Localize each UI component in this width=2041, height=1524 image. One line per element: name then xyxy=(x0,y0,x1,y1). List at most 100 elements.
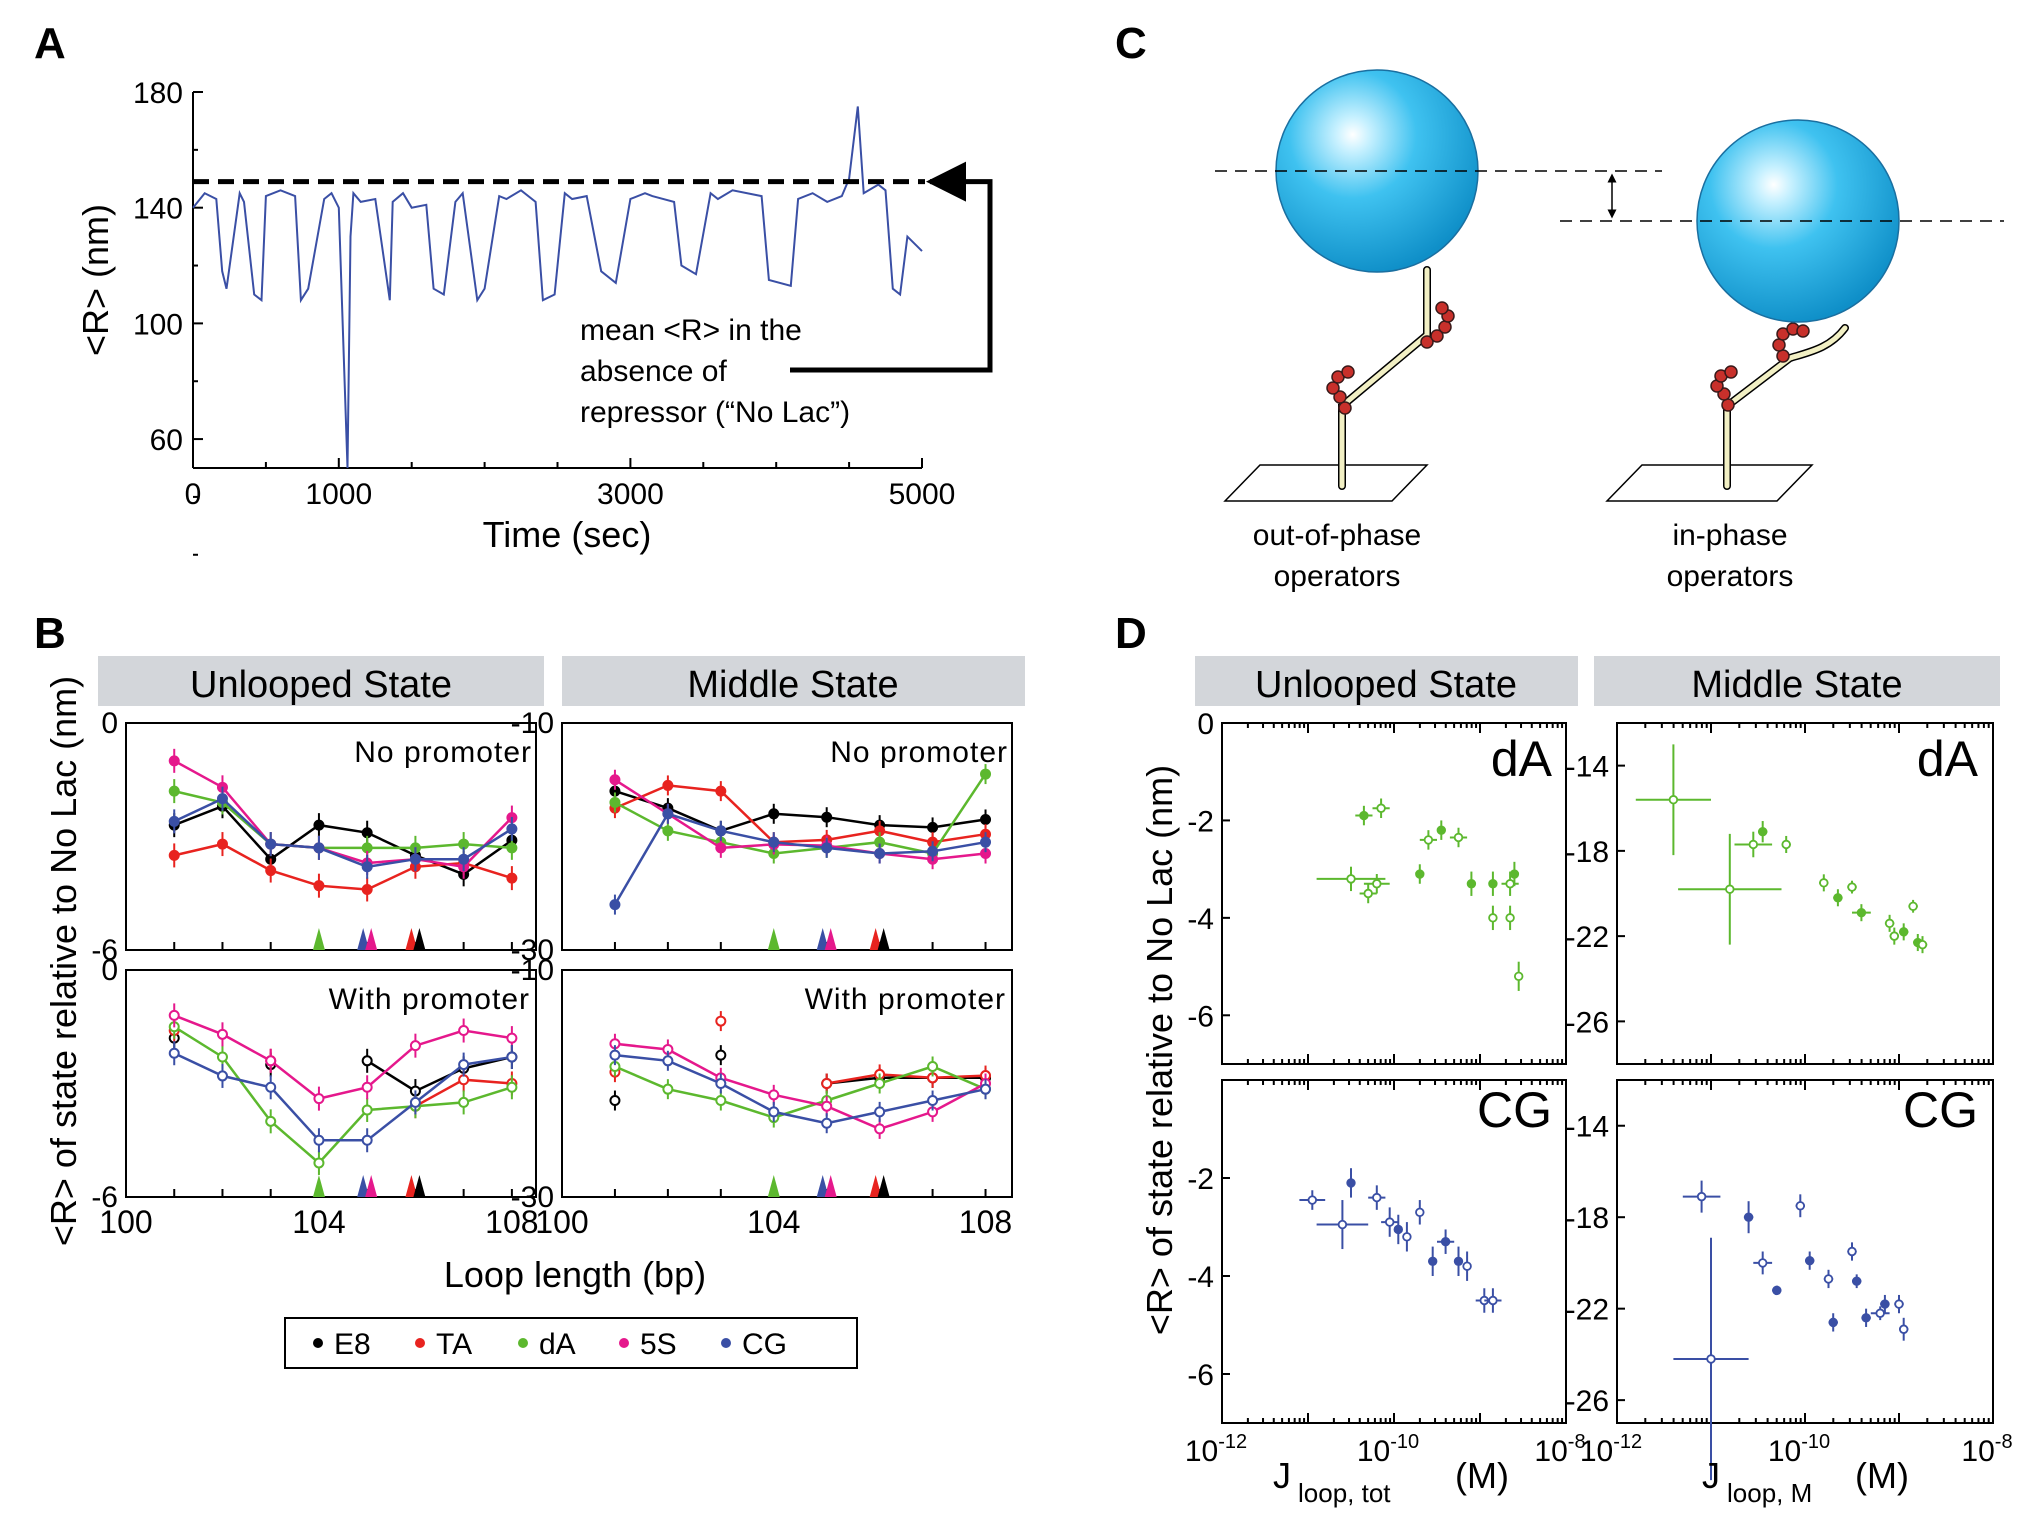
panel-d-y-tick-label: -18 xyxy=(1566,1202,1609,1235)
panel-b-length-marker xyxy=(357,928,370,950)
panel-b-y-tick-label: 0 xyxy=(101,707,118,740)
panel-b-x-tick-label: 104 xyxy=(747,1204,800,1240)
panel-d-x-tick-label: 10-8 xyxy=(1961,1431,2012,1468)
panel-b-legend-marker-TA xyxy=(415,1338,425,1348)
panel-b-length-marker xyxy=(357,1175,370,1197)
panel-d-point xyxy=(1884,918,1895,929)
panel-b-point-dA xyxy=(874,1078,886,1089)
panel-b-y-tick-label: -30 xyxy=(511,934,554,967)
panel-b-condition-no-promoter-left: No promoter xyxy=(354,736,532,769)
panel-d-point xyxy=(1363,888,1373,899)
panel-b-point-dA xyxy=(458,1096,470,1108)
panel-b-point-5S xyxy=(409,1040,421,1052)
panel-b-length-marker xyxy=(869,1175,882,1197)
panel-d-point xyxy=(1488,1295,1498,1306)
panel-d-point xyxy=(1440,1236,1451,1247)
panel-d-unlooped-dA: 0 -2 -4 -6 xyxy=(1187,708,1567,1065)
panel-b-point-dA xyxy=(662,825,674,837)
panel-d-label-CG-right: CG xyxy=(1903,1082,1978,1138)
panel-b-legend-label-dA: dA xyxy=(539,1328,576,1361)
panel-b-length-marker xyxy=(767,1175,780,1197)
panel-d-y-tick-label: -4 xyxy=(1187,1261,1214,1294)
panel-d-y-tick-label: -22 xyxy=(1566,921,1609,954)
panel-b-point-E8 xyxy=(821,811,833,823)
panel-b-plot-frame xyxy=(125,969,537,1198)
panel-b-point-TA xyxy=(715,1015,727,1027)
panel-b-point-5S xyxy=(715,842,727,854)
panel-d-point xyxy=(1898,927,1909,937)
panel-b-plot-frame xyxy=(561,969,1013,1198)
panel-b-point-dA xyxy=(927,1060,939,1072)
panel-a-y-label: <R> (nm) xyxy=(75,204,116,356)
panel-b-point-5S xyxy=(506,1032,518,1044)
panel-b-length-marker xyxy=(824,928,837,950)
panel-b-point-dA xyxy=(216,1051,228,1063)
panel-b-length-marker xyxy=(816,928,829,950)
panel-b-point-CG xyxy=(662,808,674,820)
panel-b-legend-marker-CG xyxy=(721,1338,731,1348)
panel-b-point-5S xyxy=(609,774,621,786)
panel-d-middle-dA: -14 -18 -22 -26 xyxy=(1566,722,1994,1065)
panel-b-point-E8 xyxy=(980,813,992,825)
panel-b-legend-label-CG: CG xyxy=(742,1328,787,1361)
out-of-phase-dna-tether xyxy=(1338,266,1431,490)
panel-d-y-tick-label: 0 xyxy=(1197,708,1214,741)
panel-b-x-tick-label: 108 xyxy=(959,1204,1012,1240)
panel-b-point-CG xyxy=(821,842,833,854)
panel-d-y-tick-label: -6 xyxy=(1187,1000,1214,1033)
in-phase-surface xyxy=(1605,464,1814,502)
panel-d-unlooped-CG: -2-4-610-12 10-10 10-8 xyxy=(1185,1079,1586,1468)
panel-b-x-tick-label: 104 xyxy=(292,1204,345,1240)
panel-b-series-line-TA xyxy=(614,784,986,844)
panel-b-point-TA xyxy=(265,865,277,877)
panel-b-point-dA xyxy=(313,1157,325,1169)
panel-b-point-5S xyxy=(168,1009,180,1021)
panel-b-y-tick-label: -10 xyxy=(511,954,554,987)
panel-b-unlooped-no-promoter: 0 -6 xyxy=(91,707,537,967)
panel-b-point-CG xyxy=(216,793,228,805)
panel-b-point-dA xyxy=(609,796,621,808)
panel-d-point xyxy=(1488,879,1498,889)
panel-b-length-marker xyxy=(877,1175,890,1197)
panel-d-y-tick-label: -26 xyxy=(1566,1006,1609,1039)
panel-d-point xyxy=(1696,1191,1707,1202)
panel-b-legend-marker-5S xyxy=(619,1338,629,1348)
panel-d-point xyxy=(1725,884,1735,894)
panel-b-point-5S xyxy=(216,1028,228,1040)
panel-a-time-trace: 60 100 140 180 0 1000 3000 5000 mean <R> in the… xyxy=(75,77,993,556)
panel-b-point-CG xyxy=(265,1081,277,1093)
out-of-phase-lac-repressor xyxy=(1326,301,1455,415)
panel-b-y-tick-label: 0 xyxy=(101,954,118,987)
panel-b-series-line-E8 xyxy=(366,1055,513,1093)
out-of-phase-caption-line-1: out-of-phase xyxy=(1253,519,1421,552)
panel-d-point xyxy=(1462,1261,1472,1271)
panel-d-x-tick-exponent: -8 xyxy=(1568,1431,1586,1453)
panel-d-point xyxy=(1861,1313,1871,1323)
panel-b-header-unlooped: Unlooped State xyxy=(190,664,452,706)
panel-d-point xyxy=(1453,832,1464,843)
panel-b-point-5S xyxy=(265,1055,277,1067)
panel-b-point-CG xyxy=(662,1055,674,1067)
panel-d-point xyxy=(1889,931,1899,941)
panel-d-point xyxy=(1823,1274,1834,1284)
out-of-phase-caption-line-2: operators xyxy=(1274,560,1401,593)
panel-d-y-tick-label: -22 xyxy=(1566,1294,1609,1327)
panel-d-point xyxy=(1402,1232,1412,1242)
panel-b-point-dA xyxy=(168,785,180,797)
panel-b-point-dA xyxy=(506,842,518,854)
panel-b-point-CG xyxy=(927,845,939,857)
panel-d-point xyxy=(1376,803,1386,813)
panel-b-point-CG xyxy=(768,836,780,848)
panel-b-point-E8 xyxy=(361,1055,373,1067)
panel-d-point xyxy=(1307,1195,1317,1205)
panel-b-condition-with-promoter-right: With promoter xyxy=(805,983,1006,1016)
panel-d-point xyxy=(1505,879,1515,889)
panel-b-condition-with-promoter-left: With promoter xyxy=(329,983,530,1016)
panel-b-series-line-CG xyxy=(173,797,513,869)
panel-b-point-TA xyxy=(506,872,518,884)
panel-b-point-TA xyxy=(361,883,373,895)
in-phase-bead xyxy=(1696,119,1900,323)
panel-d-x-tick-exponent: -10 xyxy=(1390,1431,1419,1453)
panel-d-point xyxy=(1804,1255,1815,1266)
